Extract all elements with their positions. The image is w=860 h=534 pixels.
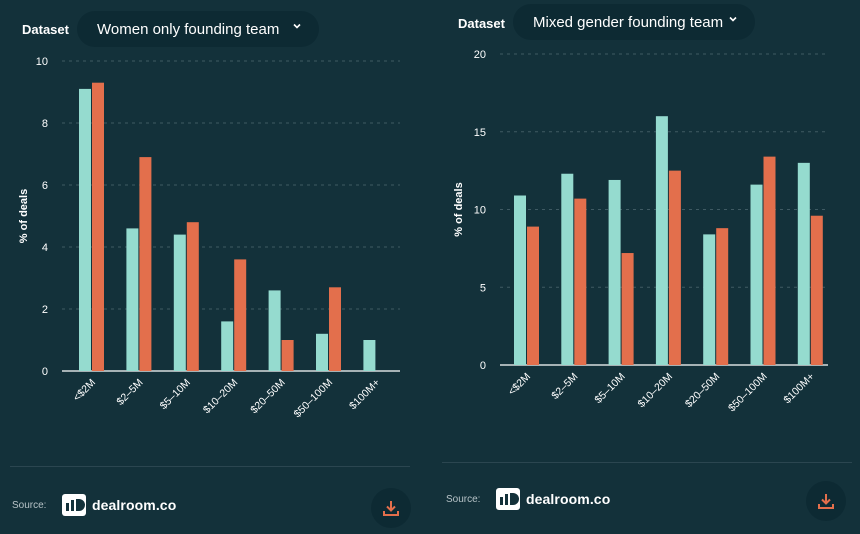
x-tick-label: $20–50M (683, 371, 722, 410)
source-label: Source: (12, 500, 47, 511)
bar-teal (221, 321, 234, 371)
dealroom-logo-icon (496, 488, 520, 510)
bar-orange (139, 157, 152, 371)
download-button[interactable] (371, 488, 411, 528)
y-tick-label: 10 (474, 205, 486, 217)
download-button[interactable] (806, 481, 846, 521)
bar-teal (750, 184, 763, 365)
x-tick-label: $50–100M (292, 377, 336, 421)
x-tick-label: $10–20M (201, 377, 240, 416)
bar-teal (126, 228, 139, 371)
bar-orange (716, 228, 729, 365)
bar-teal (268, 290, 281, 371)
brand-name: dealroom.co (526, 491, 611, 507)
y-tick-label: 6 (42, 180, 48, 192)
y-tick-label: 20 (474, 49, 486, 61)
download-icon (383, 501, 399, 516)
bar-orange (668, 170, 681, 365)
bar-orange (810, 215, 823, 365)
x-tick-label: $100M+ (781, 371, 817, 407)
y-tick-label: 15 (474, 127, 486, 139)
x-tick-label: $100M+ (347, 377, 383, 413)
bar-orange (234, 259, 247, 371)
bar-teal (363, 340, 376, 371)
x-tick-label: $2–5M (549, 371, 580, 402)
bar-teal (655, 116, 668, 365)
y-tick-label: 2 (42, 304, 48, 316)
bar-teal (561, 173, 574, 365)
brand-name: dealroom.co (92, 497, 177, 513)
bar-orange (186, 222, 199, 371)
divider (442, 462, 852, 463)
chevron-down-icon (729, 16, 737, 22)
bar-orange (527, 226, 539, 365)
bar-orange (574, 198, 587, 365)
bar-teal (703, 234, 716, 365)
source-label: Source: (446, 494, 481, 505)
dataset-select-value: Women only founding team (97, 20, 280, 38)
bar-orange (281, 340, 294, 371)
y-tick-label: 10 (36, 56, 48, 68)
y-tick-label: 5 (480, 282, 486, 294)
x-tick-label: $2–5M (114, 377, 145, 408)
x-tick-label: <$2M (71, 377, 98, 404)
bar-teal (797, 162, 810, 365)
dataset-label: Dataset (22, 22, 69, 37)
dataset-select[interactable]: Mixed gender founding team (513, 4, 755, 40)
dataset-select-value: Mixed gender founding team (533, 13, 724, 31)
chart-panel-right: Dataset Mixed gender founding team 0 5 10 1… (436, 0, 860, 534)
bar-teal (79, 88, 91, 372)
divider (10, 466, 410, 467)
bar-teal (514, 195, 526, 365)
bar-orange (92, 82, 104, 371)
x-tick-label: $20–50M (248, 377, 287, 416)
bar-chart-right: 0 5 10 15 20 % of deals <$2M $2–5M $5–10M $10–20M… (453, 49, 828, 415)
download-icon (818, 494, 834, 509)
chart-panel-left: Dataset Women only founding team 0 2 4 6 8 10… (10, 11, 411, 528)
y-tick-label: 0 (480, 360, 486, 372)
y-tick-label: 0 (42, 366, 48, 378)
bar-teal (173, 234, 186, 371)
x-tick-label: <$2M (506, 371, 533, 398)
x-tick-label: $50–100M (726, 371, 770, 415)
dataset-label: Dataset (458, 16, 505, 31)
x-tick-label: $5–10M (592, 371, 627, 406)
dealroom-logo-icon (62, 494, 86, 516)
y-tick-label: 4 (42, 242, 48, 254)
x-tick-label: $10–20M (636, 371, 675, 410)
bar-teal (316, 333, 328, 371)
y-axis-label: % of deals (18, 189, 30, 243)
chevron-down-icon (293, 23, 301, 29)
bar-orange (329, 287, 341, 371)
bar-orange (763, 156, 776, 365)
y-tick-label: 8 (42, 118, 48, 130)
bar-orange (621, 253, 634, 365)
y-axis-label: % of deals (453, 182, 465, 236)
dataset-select[interactable]: Women only founding team (77, 11, 319, 47)
x-tick-label: $5–10M (158, 377, 193, 412)
bar-teal (608, 179, 621, 365)
